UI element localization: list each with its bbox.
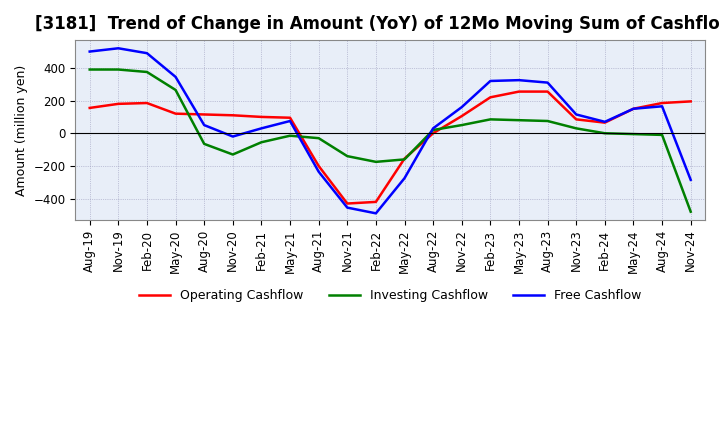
Free Cashflow	[457, 104, 466, 110]
Investing Cashflow	[286, 133, 294, 138]
Free Cashflow	[515, 77, 523, 83]
Operating Cashflow	[228, 113, 237, 118]
Line: Operating Cashflow: Operating Cashflow	[90, 92, 690, 204]
Operating Cashflow	[457, 114, 466, 119]
Operating Cashflow	[400, 156, 409, 161]
Operating Cashflow	[544, 89, 552, 94]
Free Cashflow	[200, 122, 209, 128]
Operating Cashflow	[114, 101, 122, 106]
Free Cashflow	[315, 169, 323, 174]
Investing Cashflow	[572, 126, 580, 131]
Investing Cashflow	[515, 117, 523, 123]
Operating Cashflow	[200, 112, 209, 117]
Investing Cashflow	[372, 159, 380, 165]
Free Cashflow	[686, 177, 695, 183]
Investing Cashflow	[86, 67, 94, 72]
Free Cashflow	[86, 49, 94, 54]
Operating Cashflow	[257, 114, 266, 120]
Operating Cashflow	[572, 117, 580, 122]
Operating Cashflow	[143, 100, 151, 106]
Operating Cashflow	[629, 106, 638, 111]
Free Cashflow	[257, 126, 266, 131]
Investing Cashflow	[315, 136, 323, 141]
Investing Cashflow	[257, 139, 266, 145]
Free Cashflow	[429, 126, 438, 131]
Operating Cashflow	[171, 111, 180, 116]
Operating Cashflow	[286, 115, 294, 121]
Free Cashflow	[171, 74, 180, 80]
Free Cashflow	[572, 112, 580, 117]
Operating Cashflow	[658, 100, 667, 106]
Investing Cashflow	[400, 157, 409, 162]
Free Cashflow	[600, 119, 609, 125]
Free Cashflow	[372, 211, 380, 216]
Investing Cashflow	[457, 122, 466, 128]
Investing Cashflow	[343, 154, 351, 159]
Investing Cashflow	[686, 209, 695, 214]
Operating Cashflow	[315, 163, 323, 169]
Operating Cashflow	[515, 89, 523, 94]
Operating Cashflow	[86, 105, 94, 110]
Investing Cashflow	[600, 131, 609, 136]
Investing Cashflow	[114, 67, 122, 72]
Operating Cashflow	[600, 120, 609, 125]
Free Cashflow	[343, 205, 351, 210]
Investing Cashflow	[228, 152, 237, 157]
Title: [3181]  Trend of Change in Amount (YoY) of 12Mo Moving Sum of Cashflows: [3181] Trend of Change in Amount (YoY) o…	[35, 15, 720, 33]
Operating Cashflow	[343, 201, 351, 206]
Investing Cashflow	[429, 127, 438, 132]
Free Cashflow	[143, 51, 151, 56]
Investing Cashflow	[486, 117, 495, 122]
Free Cashflow	[228, 134, 237, 139]
Y-axis label: Amount (million yen): Amount (million yen)	[15, 64, 28, 196]
Investing Cashflow	[658, 132, 667, 138]
Investing Cashflow	[200, 141, 209, 147]
Line: Investing Cashflow: Investing Cashflow	[90, 70, 690, 212]
Free Cashflow	[114, 46, 122, 51]
Operating Cashflow	[429, 131, 438, 136]
Investing Cashflow	[544, 118, 552, 124]
Free Cashflow	[486, 78, 495, 84]
Investing Cashflow	[629, 132, 638, 137]
Operating Cashflow	[372, 199, 380, 205]
Free Cashflow	[658, 104, 667, 109]
Free Cashflow	[544, 80, 552, 85]
Operating Cashflow	[686, 99, 695, 104]
Investing Cashflow	[171, 87, 180, 92]
Line: Free Cashflow: Free Cashflow	[90, 48, 690, 213]
Investing Cashflow	[143, 70, 151, 75]
Free Cashflow	[400, 176, 409, 181]
Free Cashflow	[629, 106, 638, 111]
Free Cashflow	[286, 118, 294, 124]
Legend: Operating Cashflow, Investing Cashflow, Free Cashflow: Operating Cashflow, Investing Cashflow, …	[134, 284, 647, 307]
Operating Cashflow	[486, 95, 495, 100]
